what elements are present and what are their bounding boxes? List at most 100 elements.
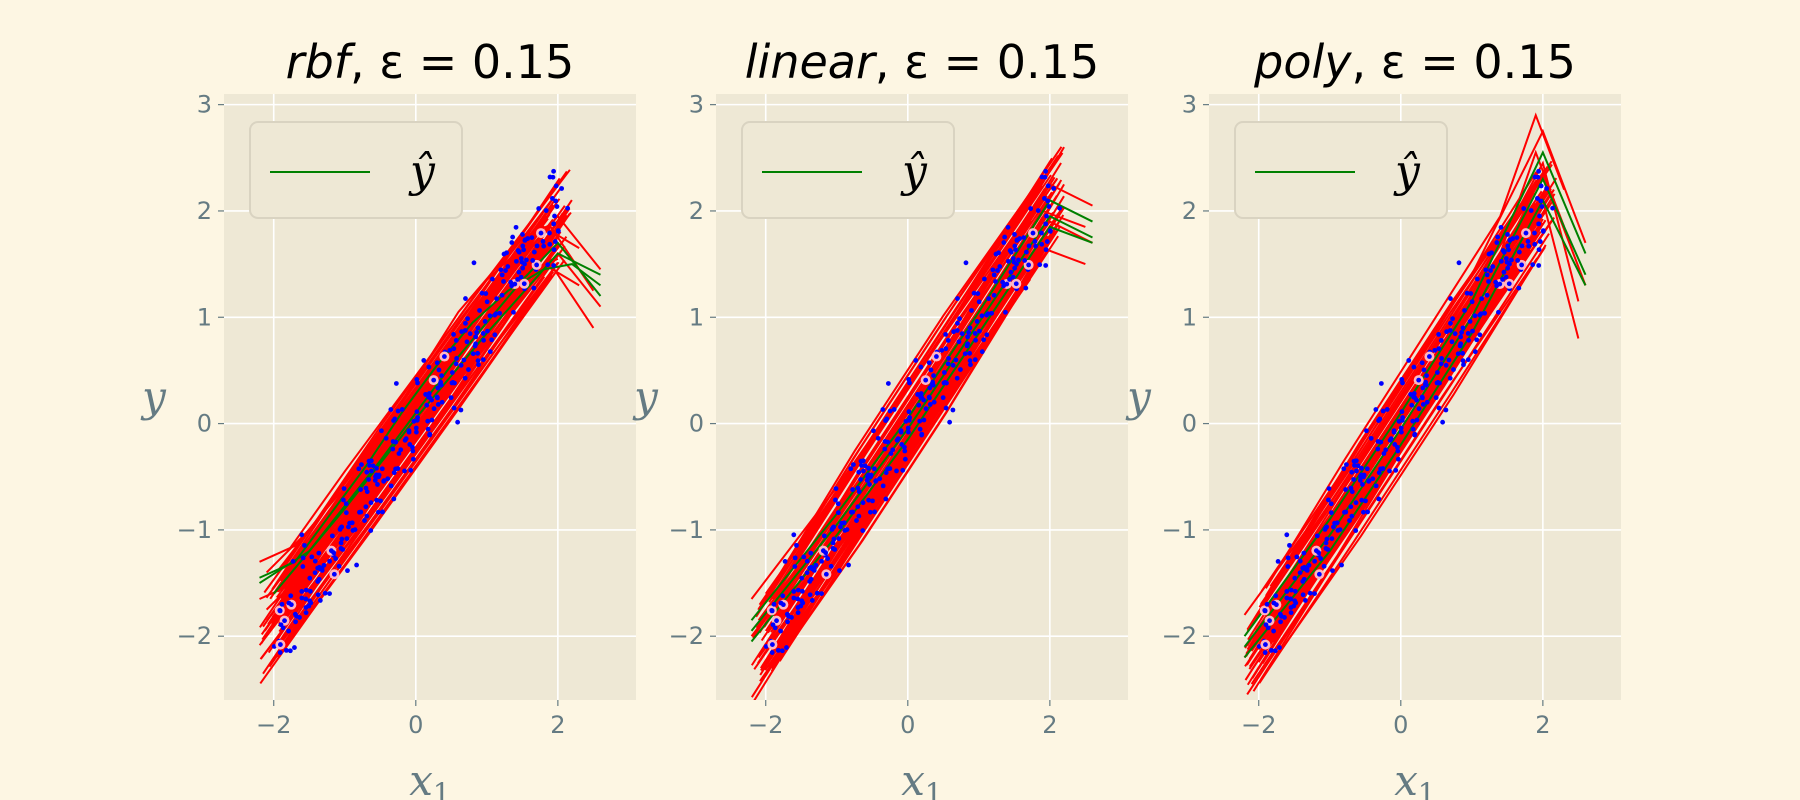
data-point <box>862 463 868 469</box>
data-point <box>807 565 813 571</box>
data-point <box>1516 249 1522 255</box>
data-point <box>1427 354 1432 359</box>
data-point <box>1292 575 1298 581</box>
data-point <box>906 417 912 423</box>
data-point <box>1478 311 1484 317</box>
data-point <box>1506 247 1512 253</box>
data-point <box>931 373 936 378</box>
data-point <box>1030 230 1036 236</box>
y-axis-label: y <box>632 372 659 421</box>
data-point <box>962 351 968 357</box>
data-point <box>559 186 565 191</box>
data-point <box>898 428 904 434</box>
data-point <box>1457 343 1463 349</box>
data-point <box>439 399 445 405</box>
data-point <box>1500 277 1505 282</box>
data-point <box>1326 497 1331 503</box>
title-kernel: linear <box>745 35 878 89</box>
data-point <box>1316 571 1322 577</box>
data-point <box>299 589 305 594</box>
data-point <box>1465 331 1471 336</box>
data-point <box>981 276 987 282</box>
data-point <box>1474 276 1480 282</box>
data-point <box>1273 593 1279 599</box>
data-point <box>1010 256 1016 261</box>
data-point <box>344 536 350 542</box>
data-point <box>376 509 381 515</box>
data-point <box>923 377 929 383</box>
data-point <box>1494 283 1500 289</box>
data-point <box>423 392 429 397</box>
data-point <box>808 550 814 556</box>
data-point <box>866 472 871 478</box>
data-point <box>800 600 806 606</box>
data-point <box>368 528 374 533</box>
data-point <box>283 647 289 653</box>
data-point <box>979 313 985 319</box>
data-point <box>1503 274 1509 280</box>
data-point <box>1284 589 1290 594</box>
data-point <box>1328 510 1334 516</box>
data-point <box>1364 466 1370 472</box>
data-point <box>809 598 815 603</box>
data-point <box>448 395 454 401</box>
data-point <box>1043 168 1049 174</box>
plot-area <box>750 146 1093 700</box>
data-point <box>553 198 559 204</box>
data-point <box>379 466 385 472</box>
epsilon-band-line <box>280 218 549 590</box>
data-point <box>825 556 831 561</box>
data-point <box>1294 554 1300 560</box>
data-point <box>1043 247 1049 253</box>
data-point <box>1412 432 1418 438</box>
data-point <box>1532 230 1537 236</box>
x-tick-label: −2 <box>256 711 291 739</box>
data-point <box>823 571 829 577</box>
data-point <box>398 447 404 453</box>
data-point <box>1436 405 1442 411</box>
data-point <box>1351 477 1357 482</box>
data-point <box>300 555 306 561</box>
data-point <box>836 536 842 542</box>
data-point <box>374 465 379 471</box>
data-point <box>981 337 987 343</box>
data-point <box>482 319 488 324</box>
data-point <box>1422 381 1428 387</box>
data-point <box>1316 550 1322 556</box>
data-point <box>1021 235 1027 241</box>
data-point <box>1285 555 1291 561</box>
data-point <box>1537 239 1543 244</box>
data-point <box>1328 501 1334 507</box>
data-point <box>498 267 504 273</box>
data-point <box>442 354 447 359</box>
data-point <box>364 469 370 475</box>
data-point <box>1532 241 1538 247</box>
data-point <box>1043 221 1049 227</box>
data-point <box>1550 205 1556 211</box>
data-point <box>547 230 552 236</box>
data-point <box>1486 279 1491 284</box>
data-point <box>341 497 346 503</box>
data-point <box>1437 380 1442 386</box>
data-point <box>1399 417 1405 423</box>
data-point <box>854 518 859 523</box>
data-point <box>1353 528 1359 533</box>
data-point <box>427 395 433 401</box>
data-point <box>375 482 380 487</box>
data-point <box>821 533 827 539</box>
data-point <box>1339 562 1344 568</box>
data-point <box>485 328 490 334</box>
data-point <box>435 385 441 391</box>
data-point <box>1456 260 1462 266</box>
data-point <box>1505 265 1511 271</box>
data-point <box>505 264 511 269</box>
data-point <box>778 628 783 634</box>
y-tick-label: −1 <box>1162 516 1197 544</box>
data-point <box>1370 476 1376 482</box>
data-point <box>449 370 455 375</box>
data-point <box>1007 277 1012 282</box>
title-epsilon: , ε = 0.15 <box>1352 35 1576 89</box>
data-point <box>1035 208 1041 213</box>
x-tick-label: 2 <box>550 711 565 739</box>
